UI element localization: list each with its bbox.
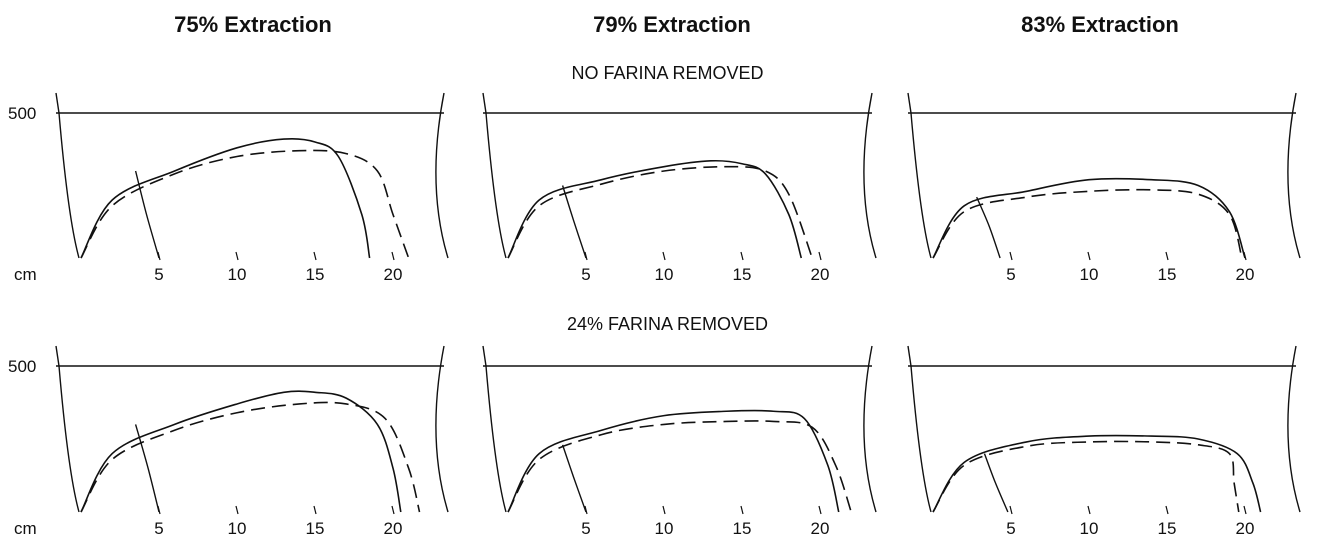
series-extensigraph xyxy=(976,196,1001,259)
x-tick-mark xyxy=(740,251,744,261)
series-solid xyxy=(80,390,402,513)
x-tick-label: 20 xyxy=(811,519,830,538)
column-title-75: 75% Extraction xyxy=(174,12,332,37)
panel-right-edge xyxy=(435,345,449,513)
panel-left-edge xyxy=(482,92,507,259)
x-tick-label: 5 xyxy=(581,265,590,284)
x-tick-mark xyxy=(1087,505,1091,515)
x-tick-label: 20 xyxy=(1236,519,1255,538)
x-axis-label-cm: cm xyxy=(14,519,37,538)
panel-left-edge xyxy=(482,345,507,513)
series-extensigraph xyxy=(134,424,160,513)
row-title-no-farina: NO FARINA REMOVED xyxy=(571,63,764,83)
x-tick-label: 15 xyxy=(306,265,325,284)
x-tick-mark xyxy=(1009,251,1013,261)
x-tick-label: 5 xyxy=(1006,519,1015,538)
series-dashed xyxy=(80,401,421,513)
y-tick-label-500: 500 xyxy=(8,357,36,376)
panel-left-edge xyxy=(55,92,80,259)
x-tick-label: 15 xyxy=(733,265,752,284)
series-dashed xyxy=(932,188,1243,259)
series-dashed xyxy=(507,420,852,513)
x-tick-mark xyxy=(818,251,822,261)
x-tick-mark xyxy=(1165,505,1169,515)
x-tick-mark xyxy=(235,505,239,515)
panel-left-edge xyxy=(907,345,932,513)
x-tick-mark xyxy=(662,505,666,515)
panel-right-edge xyxy=(1287,92,1301,259)
series-dashed xyxy=(80,149,410,259)
x-tick-label: 15 xyxy=(1158,519,1177,538)
x-tick-mark xyxy=(391,505,395,515)
x-tick-mark xyxy=(1165,251,1169,261)
x-axis-label-cm: cm xyxy=(14,265,37,284)
x-tick-mark xyxy=(391,251,395,261)
series-extensigraph xyxy=(134,170,160,259)
series-solid xyxy=(932,177,1246,259)
series-solid xyxy=(932,434,1262,513)
row-title-24-farina: 24% FARINA REMOVED xyxy=(566,314,769,334)
series-extensigraph xyxy=(983,453,1009,513)
x-tick-mark xyxy=(740,505,744,515)
panel-right-edge xyxy=(1287,345,1301,513)
x-tick-label: 15 xyxy=(733,519,752,538)
series-solid xyxy=(507,159,803,259)
series-dashed xyxy=(932,440,1240,513)
x-tick-label: 20 xyxy=(384,265,403,284)
x-tick-mark xyxy=(1243,505,1247,515)
x-tick-label: 5 xyxy=(581,519,590,538)
x-tick-label: 10 xyxy=(655,265,674,284)
series-extensigraph xyxy=(561,185,587,259)
series-extensigraph xyxy=(561,444,587,513)
x-tick-label: 15 xyxy=(1158,265,1177,284)
x-tick-mark xyxy=(313,251,317,261)
x-tick-mark xyxy=(1087,251,1091,261)
series-dashed xyxy=(507,165,813,259)
x-tick-label: 5 xyxy=(154,519,163,538)
x-tick-mark xyxy=(1009,505,1013,515)
column-title-83: 83% Extraction xyxy=(1021,12,1179,37)
x-tick-label: 10 xyxy=(1080,519,1099,538)
panel-right-edge xyxy=(863,92,877,259)
x-tick-label: 10 xyxy=(228,265,247,284)
x-tick-label: 5 xyxy=(154,265,163,284)
x-tick-mark xyxy=(235,251,239,261)
column-title-79: 79% Extraction xyxy=(593,12,751,37)
x-tick-label: 20 xyxy=(1236,265,1255,284)
x-tick-label: 10 xyxy=(228,519,247,538)
x-tick-label: 10 xyxy=(655,519,674,538)
panel-right-edge xyxy=(863,345,877,513)
x-tick-mark xyxy=(662,251,666,261)
series-solid xyxy=(80,137,371,259)
x-tick-label: 15 xyxy=(306,519,325,538)
x-tick-label: 5 xyxy=(1006,265,1015,284)
x-tick-label: 20 xyxy=(811,265,830,284)
panel-left-edge xyxy=(907,92,932,259)
x-tick-mark xyxy=(313,505,317,515)
y-tick-label-500: 500 xyxy=(8,104,36,123)
x-tick-label: 20 xyxy=(384,519,403,538)
x-tick-mark xyxy=(818,505,822,515)
panel-right-edge xyxy=(435,92,449,259)
panel-left-edge xyxy=(55,345,80,513)
x-tick-label: 10 xyxy=(1080,265,1099,284)
series-solid xyxy=(507,409,840,513)
